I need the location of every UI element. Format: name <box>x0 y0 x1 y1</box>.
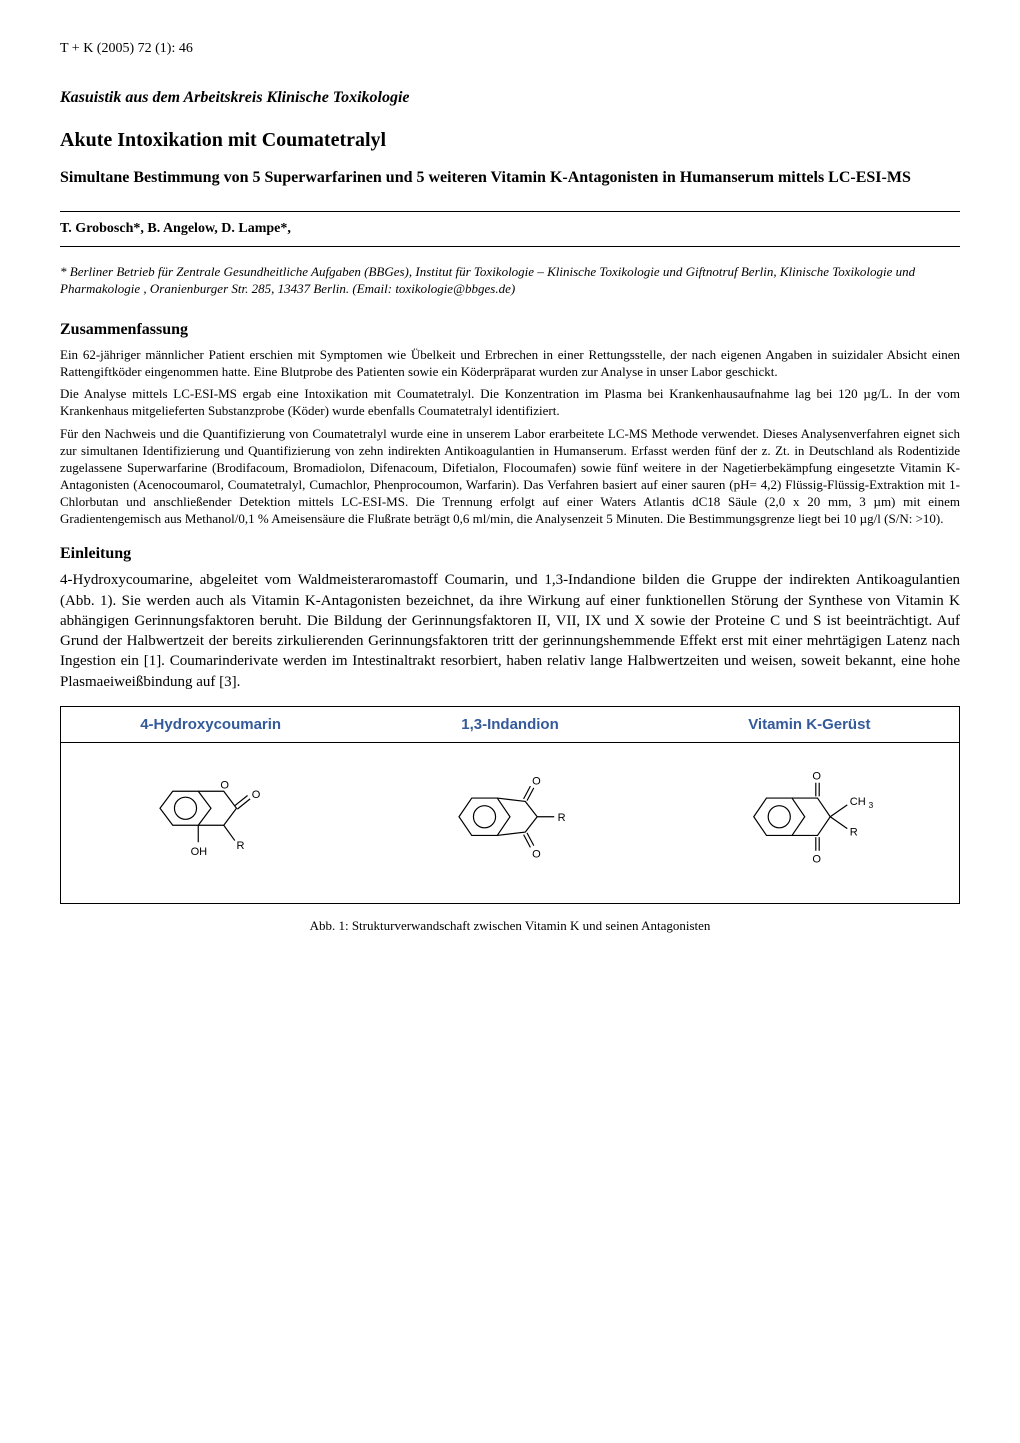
figure-body-row: O O R OH <box>61 743 959 903</box>
affiliation: * Berliner Betrieb für Zentrale Gesundhe… <box>60 263 960 298</box>
figure-caption: Abb. 1: Strukturverwandschaft zwischen V… <box>60 918 960 935</box>
figure-1-box: 4-Hydroxycoumarin 1,3-Indandion Vitamin … <box>60 706 960 905</box>
intro-heading: Einleitung <box>60 544 960 565</box>
paper-subtitle: Simultane Bestimmung von 5 Superwarfarin… <box>60 167 960 189</box>
abstract-paragraph: Ein 62-jähriger männlicher Patient ersch… <box>60 347 960 381</box>
svg-text:O: O <box>532 776 541 788</box>
intro-paragraph: 4-Hydroxycoumarine, abgeleitet vom Waldm… <box>60 570 960 692</box>
authors: T. Grobosch*, B. Angelow, D. Lampe*, <box>60 211 960 247</box>
paper-title: Akute Intoxikation mit Coumatetralyl <box>60 127 960 153</box>
structure-vitamin-k: O O CH 3 R <box>660 743 959 903</box>
journal-reference: T + K (2005) 72 (1): 46 <box>60 40 960 58</box>
structure-hydroxycoumarin: O O R OH <box>61 743 360 903</box>
svg-text:OH: OH <box>190 846 207 858</box>
svg-text:3: 3 <box>869 801 874 811</box>
svg-text:O: O <box>251 789 260 801</box>
svg-text:R: R <box>236 840 244 852</box>
svg-text:O: O <box>220 780 229 792</box>
series-title: Kasuistik aus dem Arbeitskreis Klinische… <box>60 88 960 109</box>
abstract-paragraph: Die Analyse mittels LC-ESI-MS ergab eine… <box>60 386 960 420</box>
figure-header-row: 4-Hydroxycoumarin 1,3-Indandion Vitamin … <box>61 707 959 744</box>
svg-text:O: O <box>813 854 822 866</box>
structure-indandion: O O R <box>360 743 659 903</box>
svg-text:O: O <box>532 849 541 861</box>
figure-header-cell: 4-Hydroxycoumarin <box>61 707 360 743</box>
figure-header-cell: 1,3-Indandion <box>360 707 659 743</box>
svg-text:CH: CH <box>850 796 866 808</box>
svg-text:R: R <box>850 827 858 839</box>
svg-text:R: R <box>558 812 566 824</box>
abstract-paragraph: Für den Nachweis und die Quantifizierung… <box>60 426 960 527</box>
abstract-heading: Zusammenfassung <box>60 320 960 341</box>
svg-text:O: O <box>813 771 822 783</box>
figure-header-cell: Vitamin K-Gerüst <box>660 707 959 743</box>
